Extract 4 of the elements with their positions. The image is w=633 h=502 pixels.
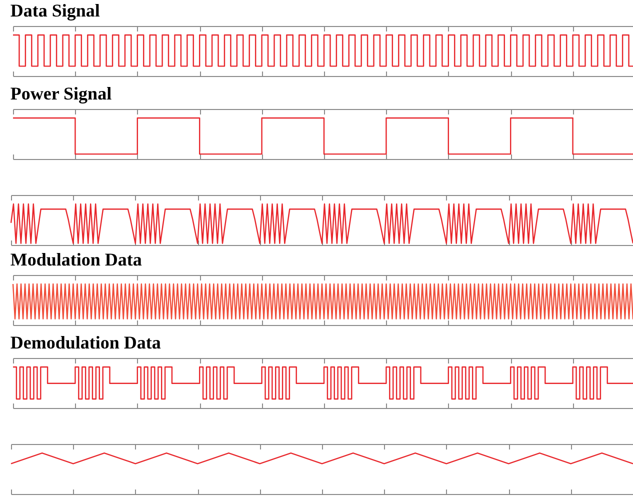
chart-title: Power Signal [10, 84, 112, 104]
chart-title: Demodulation Data [10, 332, 161, 352]
chart-title: Data Signal [10, 0, 100, 20]
chart-title: Modulation Data [10, 250, 142, 270]
